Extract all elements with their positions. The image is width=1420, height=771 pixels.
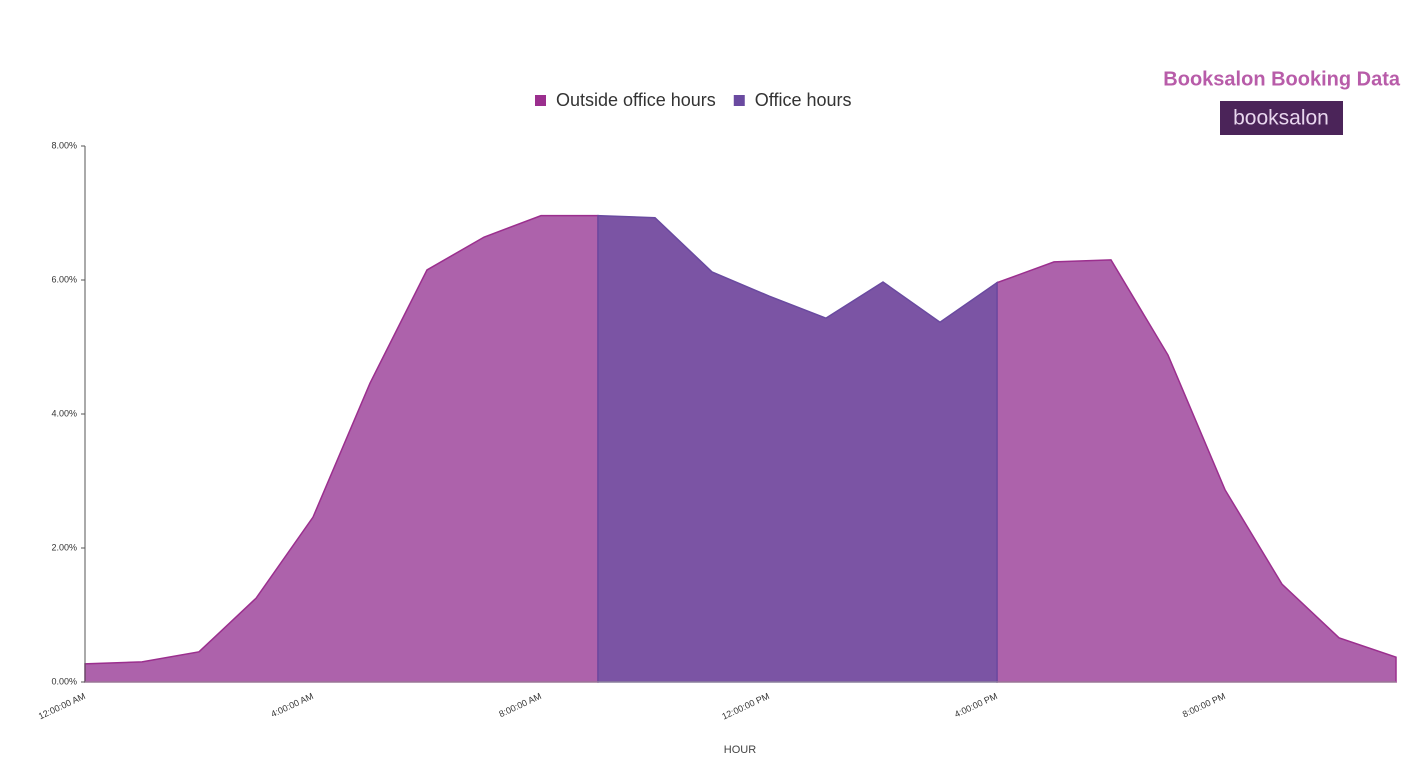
brand-title: Booksalon Booking Data bbox=[1163, 68, 1401, 90]
logo: booksalon bbox=[1233, 107, 1329, 130]
logo-box bbox=[1220, 101, 1343, 135]
y-tick-label: 6.00% bbox=[51, 274, 77, 284]
legend-swatch bbox=[535, 95, 546, 106]
legend-label: Outside office hours bbox=[556, 90, 716, 110]
legend: Outside office hours Office hours bbox=[535, 90, 851, 110]
x-tick-label: 8:00:00 PM bbox=[1181, 691, 1227, 720]
area bbox=[597, 214, 998, 683]
x-tick-label: 12:00:00 PM bbox=[720, 691, 770, 722]
x-tick-label: 8:00:00 AM bbox=[497, 691, 543, 719]
y-tick-label: 4.00% bbox=[51, 408, 77, 418]
x-axis-label: HOUR bbox=[724, 744, 756, 756]
legend-label: Office hours bbox=[755, 90, 852, 110]
y-tick-label: 2.00% bbox=[51, 542, 77, 552]
legend-swatch bbox=[733, 95, 745, 106]
x-tick-label: 12:00:00 AM bbox=[37, 691, 87, 721]
y-tick-label: 8.00% bbox=[51, 140, 77, 150]
y-tick-label: 0.00% bbox=[51, 676, 77, 686]
x-tick-label: 4:00:00 AM bbox=[269, 691, 315, 719]
x-tick-label: 4:00:00 PM bbox=[953, 691, 999, 720]
